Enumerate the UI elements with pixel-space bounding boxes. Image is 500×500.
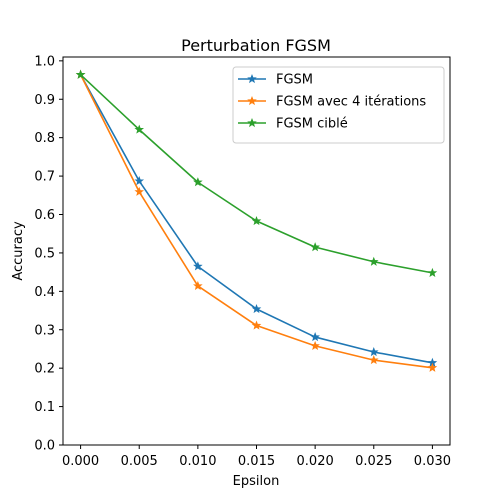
data-point <box>368 256 379 266</box>
data-point <box>310 242 320 252</box>
y-tick-label: 0.7 <box>34 170 55 185</box>
data-point <box>310 332 320 342</box>
data-point <box>75 69 86 79</box>
data-point <box>251 320 262 330</box>
y-tick-label: 0.3 <box>34 323 55 338</box>
legend-item: FGSM <box>238 73 313 88</box>
legend-marker <box>247 73 257 84</box>
x-tick-label: 0.030 <box>414 454 451 469</box>
legend-label: FGSM avec 4 itérations <box>276 95 426 110</box>
legend: FGSM FGSM avec 4 itérations FGSM ciblé <box>232 66 445 144</box>
x-tick-label: 0.025 <box>355 454 392 469</box>
data-point <box>134 124 145 134</box>
data-point <box>193 280 203 291</box>
y-tick-label: 0.5 <box>34 246 55 261</box>
y-tick-label: 0.6 <box>34 208 55 223</box>
data-point <box>193 261 203 271</box>
legend-label: FGSM <box>276 73 313 88</box>
y-tick-label: 0.1 <box>34 400 55 415</box>
x-tick-label: 0.000 <box>62 454 99 469</box>
x-tick-label: 0.020 <box>297 454 334 469</box>
x-tick-label: 0.015 <box>238 454 275 469</box>
legend-label: FGSM ciblé <box>276 117 348 132</box>
data-point <box>134 186 145 196</box>
series-layer <box>75 69 438 372</box>
y-tick-label: 0.4 <box>34 285 55 300</box>
legend-marker <box>247 95 257 106</box>
legend-item: FGSM avec 4 itérations <box>238 95 426 110</box>
data-point <box>427 362 438 372</box>
data-point <box>310 340 320 350</box>
y-tick-label: 0.8 <box>34 131 55 146</box>
x-axis-label: Epsilon <box>233 474 280 489</box>
y-tick-label: 1.0 <box>34 54 55 69</box>
data-point <box>134 176 145 186</box>
y-tick-label: 0.0 <box>34 439 55 454</box>
x-tick-label: 0.005 <box>121 454 158 469</box>
data-point <box>368 346 379 357</box>
series-3 <box>75 69 438 277</box>
chart-title: Perturbation FGSM <box>181 36 331 55</box>
data-point <box>193 177 203 187</box>
legend-marker <box>247 117 257 128</box>
series-1 <box>75 69 438 367</box>
x-tick-label: 0.010 <box>179 454 216 469</box>
data-point <box>251 303 262 314</box>
y-tick-label: 0.2 <box>34 362 55 377</box>
plot-frame <box>62 56 451 446</box>
x-axis-ticks: 0.000 0.005 0.010 0.015 0.020 0.025 0.030 <box>62 445 451 469</box>
data-point <box>427 267 438 277</box>
y-axis-ticks: 0.0 0.1 0.2 0.3 0.4 0.5 0.6 0.7 0.8 0.9 1.0 <box>34 54 63 454</box>
legend-box <box>232 66 445 144</box>
y-axis-label: Accuracy <box>11 221 26 281</box>
y-tick-label: 0.9 <box>34 93 55 108</box>
data-point <box>251 216 262 226</box>
legend-item: FGSM ciblé <box>238 117 348 132</box>
data-point <box>368 355 379 365</box>
